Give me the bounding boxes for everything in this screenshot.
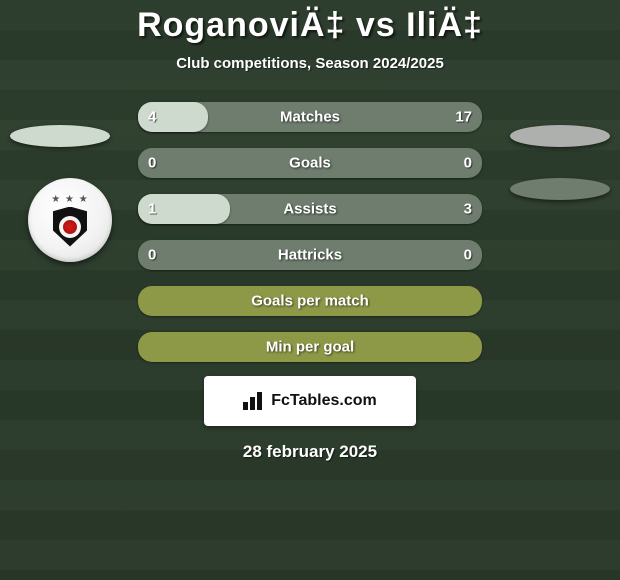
stat-row: 4 17 Matches <box>138 102 482 132</box>
player-left-pill <box>10 125 110 147</box>
subtitle: Club competitions, Season 2024/2025 <box>0 55 620 72</box>
club-shield-icon <box>53 207 87 247</box>
stat-label: Matches <box>280 109 340 126</box>
stat-row: 1 3 Assists <box>138 194 482 224</box>
stat-value-right: 3 <box>464 201 472 218</box>
stat-label: Min per goal <box>266 339 354 356</box>
stat-row: Goals per match <box>138 286 482 316</box>
player-right-pill-1 <box>510 125 610 147</box>
bar-chart-icon <box>243 392 265 410</box>
stat-value-left: 1 <box>148 201 156 218</box>
stat-label: Goals <box>289 155 331 172</box>
stat-value-left: 0 <box>148 247 156 264</box>
stat-label: Assists <box>283 201 336 218</box>
club-stars-icon: ★ ★ ★ <box>51 194 88 205</box>
stat-value-left: 0 <box>148 155 156 172</box>
stat-value-left: 4 <box>148 109 156 126</box>
brand-text: FcTables.com <box>271 392 377 410</box>
club-badge-left: ★ ★ ★ <box>28 178 112 262</box>
stat-row: Min per goal <box>138 332 482 362</box>
stat-value-right: 0 <box>464 247 472 264</box>
page-title: RoganoviÄ‡ vs IliÄ‡ <box>0 0 620 45</box>
stat-value-right: 17 <box>455 109 472 126</box>
stat-row: 0 0 Goals <box>138 148 482 178</box>
brand-badge[interactable]: FcTables.com <box>204 376 416 426</box>
stat-row: 0 0 Hattricks <box>138 240 482 270</box>
date-text: 28 february 2025 <box>0 442 620 462</box>
player-right-pill-2 <box>510 178 610 200</box>
stat-label: Goals per match <box>251 293 369 310</box>
stat-value-right: 0 <box>464 155 472 172</box>
stat-label: Hattricks <box>278 247 342 264</box>
